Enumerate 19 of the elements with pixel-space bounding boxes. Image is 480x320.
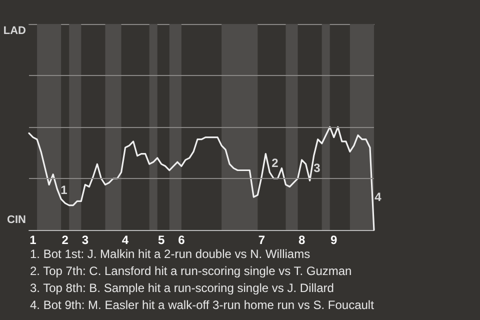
text: 4. Bot 9th: M. Easler hit a walk-off 3-run home run vs S. Foucault [30,298,375,312]
text: 3. Top 8th: B. Sample hit a run-scoring single vs J. Dillard [30,281,334,295]
annotation: 3 [314,161,321,175]
x-tick-label: 9 [330,233,338,247]
text: LAD [3,25,26,37]
text: CIN [7,214,26,226]
x-tick-label: 7 [258,233,266,247]
x-tick-label: 1 [30,233,37,247]
x-tick-label: 3 [82,233,89,247]
text: 1. Bot 1st: J. Malkin hit a 2-run double vs N. Williams [30,247,310,261]
text: 4 [374,190,382,204]
annotation: 1 [60,183,68,197]
x-tick-label: 5 [158,233,166,247]
x-tick-label: 6 [178,233,186,247]
text: 2. Top 7th: C. Lansford hit a run-scoring single vs T. Guzman [30,264,352,278]
annotation: 2 [272,156,279,170]
x-tick-label: 4 [122,233,129,247]
x-tick-label: 8 [298,233,306,247]
x-tick-label: 2 [62,233,69,247]
